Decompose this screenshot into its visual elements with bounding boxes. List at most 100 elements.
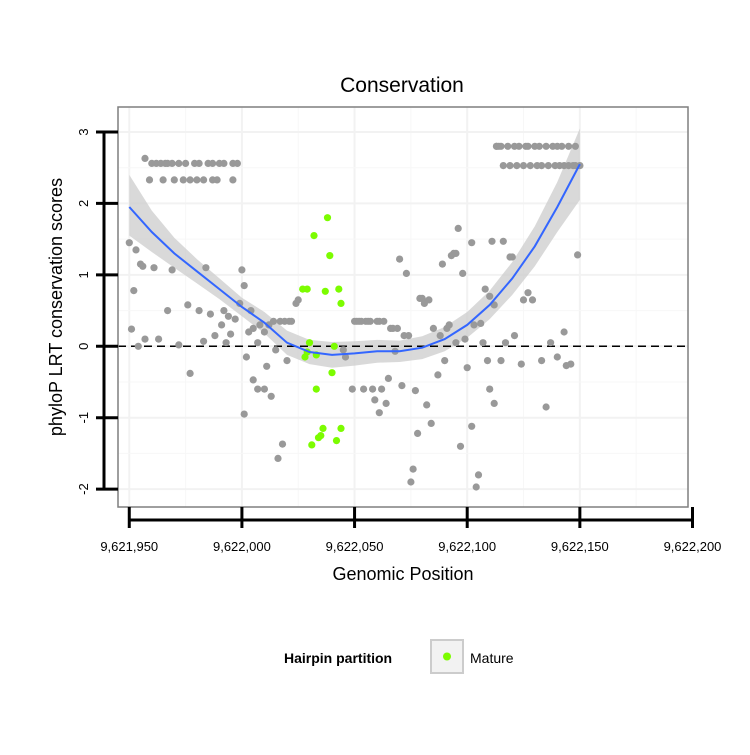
other-point	[132, 246, 140, 254]
other-point	[468, 239, 476, 247]
mature-point	[305, 339, 314, 347]
other-point	[224, 312, 232, 320]
other-point	[272, 346, 280, 354]
other-point	[170, 176, 178, 184]
other-point	[278, 440, 287, 448]
mature-point	[310, 232, 318, 240]
other-point	[560, 328, 568, 336]
other-point	[472, 483, 480, 491]
other-point	[186, 176, 194, 184]
mature-point	[330, 342, 338, 350]
other-point	[526, 162, 534, 170]
mature-point	[308, 441, 316, 449]
mature-point	[337, 299, 345, 307]
x-tick-label: 9,621,950	[100, 539, 158, 554]
x-tick-label: 9,622,100	[438, 539, 496, 554]
other-point	[168, 159, 176, 167]
legend-key-dot	[443, 652, 451, 661]
other-point	[200, 176, 208, 184]
other-point	[483, 357, 492, 365]
other-point	[574, 251, 582, 259]
other-point	[236, 299, 244, 307]
panel-border	[117, 106, 689, 508]
other-point	[231, 315, 239, 323]
other-point	[504, 142, 512, 150]
mature-point	[328, 369, 336, 377]
other-point	[222, 339, 230, 347]
other-point	[348, 385, 356, 393]
x-axis-title: Genomic Position	[332, 564, 473, 584]
other-point	[274, 454, 282, 462]
other-point	[260, 328, 268, 336]
other-point	[528, 296, 537, 304]
other-point	[409, 465, 417, 473]
other-point	[524, 142, 532, 150]
other-point	[195, 159, 203, 167]
other-point	[452, 339, 460, 347]
other-point	[240, 282, 248, 290]
other-point	[513, 162, 521, 170]
other-point	[366, 317, 374, 325]
smooth-line	[128, 163, 581, 356]
other-point	[164, 307, 172, 315]
y-tick-label: 0	[76, 343, 91, 350]
other-point	[463, 364, 471, 372]
other-point	[452, 249, 460, 257]
y-tick-label: -2	[76, 483, 91, 495]
other-point	[571, 142, 580, 150]
other-point	[141, 154, 149, 162]
other-point	[567, 360, 575, 368]
other-point	[411, 387, 419, 395]
other-point	[434, 371, 442, 379]
other-point	[242, 353, 250, 361]
data-points	[125, 142, 584, 491]
other-point	[524, 289, 532, 297]
other-point	[159, 176, 167, 184]
other-point	[233, 159, 241, 167]
other-point	[486, 292, 494, 300]
x-tick-label: 9,622,200	[664, 539, 722, 554]
other-point	[193, 176, 201, 184]
grid-lines	[118, 107, 688, 507]
other-point	[429, 324, 437, 332]
other-point	[186, 369, 194, 377]
other-point	[510, 332, 519, 340]
y-tick-label: 3	[76, 128, 91, 135]
mature-point	[323, 214, 332, 222]
other-point	[402, 269, 410, 277]
y-tick-label: 2	[76, 200, 91, 207]
x-tick-label: 9,622,000	[213, 539, 271, 554]
other-point	[396, 255, 404, 263]
other-point	[398, 382, 406, 390]
other-point	[229, 176, 237, 184]
other-point	[287, 317, 296, 325]
mature-point	[319, 424, 327, 432]
other-point	[393, 324, 401, 332]
other-point	[371, 396, 379, 404]
other-point	[125, 239, 133, 247]
other-point	[283, 357, 291, 365]
other-point	[497, 357, 505, 365]
other-point	[378, 385, 386, 393]
other-point	[175, 341, 183, 349]
chart-title: Conservation	[340, 74, 464, 97]
other-point	[249, 324, 257, 332]
other-point	[488, 237, 496, 245]
x-tick-label: 9,622,150	[551, 539, 609, 554]
legend-title: Hairpin partition	[284, 650, 392, 666]
y-axis: -2 -1 0 1 2 3	[76, 128, 118, 495]
other-point	[542, 403, 550, 411]
other-point	[227, 330, 235, 338]
other-point	[139, 262, 147, 270]
other-point	[515, 142, 523, 150]
other-point	[218, 321, 226, 329]
y-tick-label: -1	[76, 412, 91, 424]
other-point	[209, 159, 217, 167]
other-point	[547, 339, 555, 347]
other-point	[405, 332, 413, 340]
other-point	[441, 357, 449, 365]
other-point	[369, 385, 377, 393]
other-point	[220, 307, 228, 315]
other-point	[427, 419, 435, 427]
